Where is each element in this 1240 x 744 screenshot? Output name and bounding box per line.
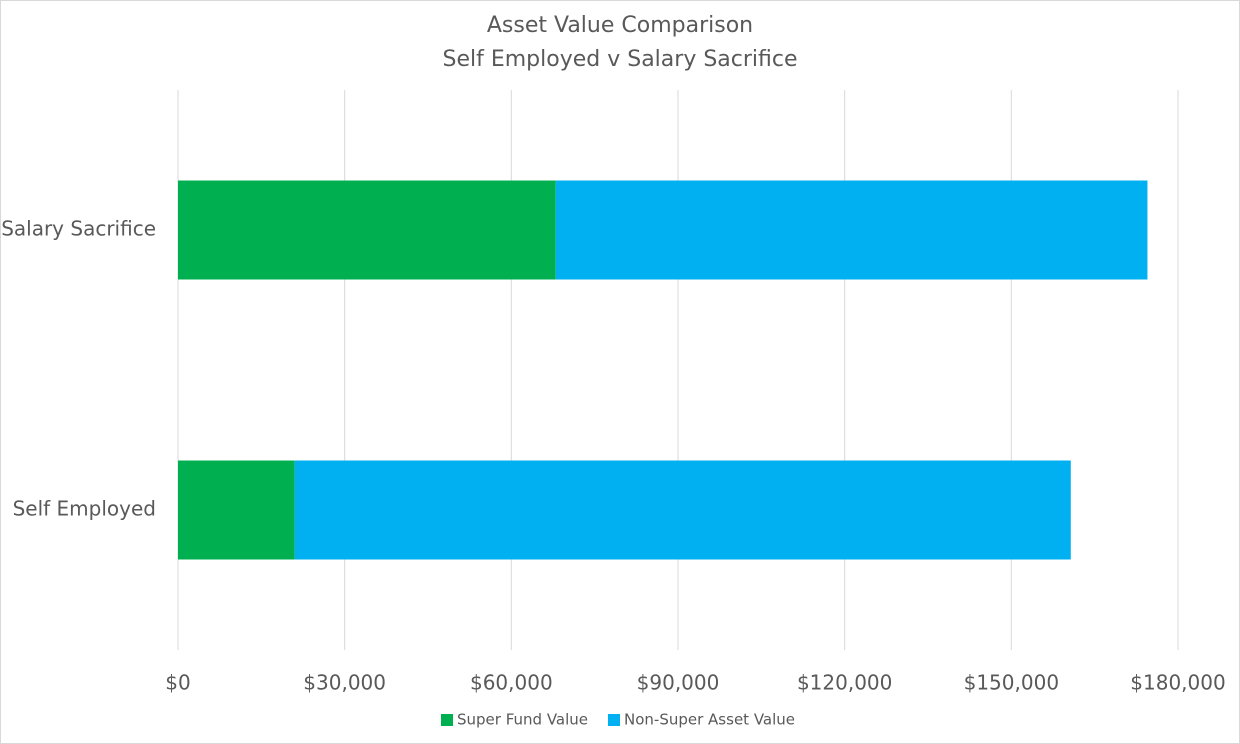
y-tick-label: Salary Sacrifice [1, 217, 156, 241]
bar-segment [294, 460, 1071, 560]
bar-segment [178, 180, 556, 280]
x-tick-label: $180,000 [1130, 671, 1225, 695]
chart-subtitle: Self Employed v Salary Sacrifice [442, 47, 797, 72]
x-tick-label: $30,000 [303, 671, 386, 695]
x-tick-label: $0 [165, 671, 190, 695]
legend-label: Non-Super Asset Value [624, 711, 795, 729]
legend-swatch [608, 714, 621, 726]
x-tick-label: $150,000 [964, 671, 1059, 695]
x-tick-label: $120,000 [797, 671, 892, 695]
x-tick-label: $60,000 [470, 671, 553, 695]
x-tick-label: $90,000 [637, 671, 720, 695]
chart-title: Asset Value Comparison [487, 13, 753, 38]
legend-swatch [441, 714, 453, 726]
bar-segment [555, 180, 1148, 280]
legend-label: Super Fund Value [457, 711, 588, 729]
bar-segment [178, 460, 295, 560]
y-tick-label: Self Employed [13, 497, 156, 521]
